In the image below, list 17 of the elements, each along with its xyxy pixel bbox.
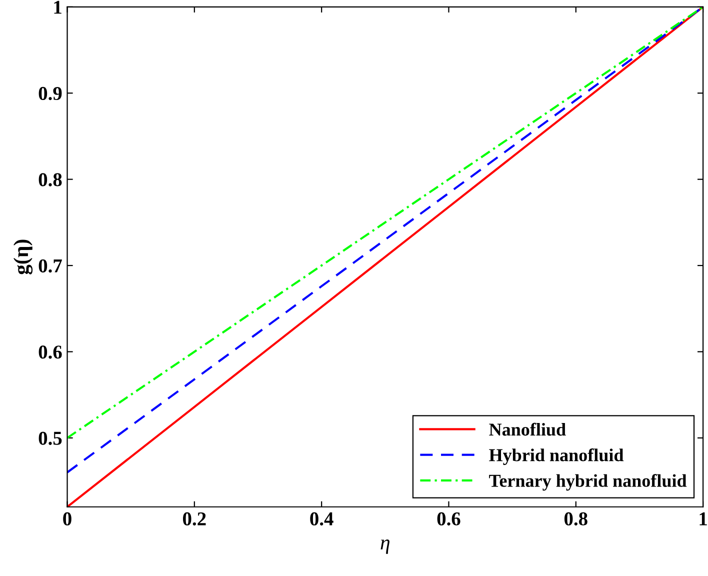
x-tick-label: 0.2 (183, 512, 206, 526)
y-tick-label: 0.8 (38, 173, 62, 186)
y-axis-title: g(η) (13, 240, 33, 274)
x-axis-title: η (380, 540, 390, 554)
legend-label: Ternary hybrid nanofluid (489, 474, 687, 491)
y-tick-label: 0.7 (38, 259, 62, 273)
x-tick-label: 0 (63, 512, 72, 526)
y-tick-label: 0.5 (38, 432, 62, 445)
x-tick-label: 1 (700, 512, 707, 526)
y-tick-label: 0.6 (38, 346, 62, 359)
x-tick-label: 0.6 (437, 512, 460, 526)
y-tick-label: 1 (54, 0, 62, 14)
y-tick-label: 0.9 (38, 86, 62, 100)
x-tick-label: 0.8 (564, 512, 588, 526)
x-tick-label: 0.4 (310, 512, 334, 526)
legend-label: Hybrid nanofluid (489, 448, 624, 465)
legend-label: Nanofliud (489, 422, 566, 436)
